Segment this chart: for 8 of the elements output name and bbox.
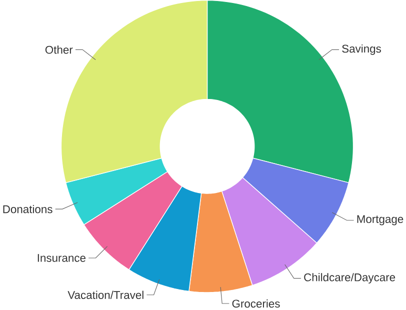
slice-label: Donations (3, 204, 52, 214)
slice-label: Insurance (38, 254, 86, 262)
slice-label: Other (45, 46, 73, 54)
slice-label: Groceries (232, 299, 280, 308)
slice-label: Vacation/Travel (68, 290, 144, 299)
slice-label: Childcare/Daycare (304, 273, 396, 284)
slice-label: Mortgage (357, 215, 404, 226)
slice-label: Savings (342, 44, 381, 55)
